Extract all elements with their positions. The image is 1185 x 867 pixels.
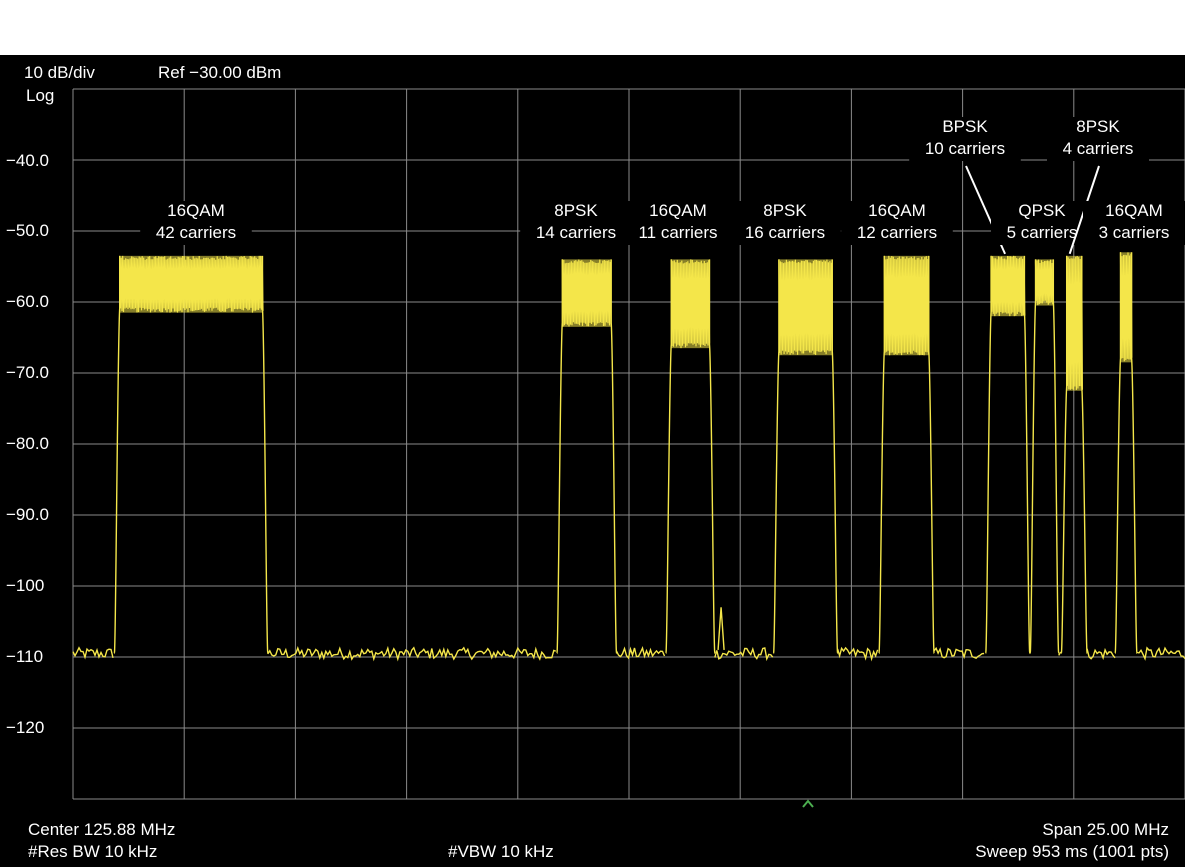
- scale-type-label: Log: [26, 86, 55, 105]
- noise-floor-trace: [1086, 647, 1116, 661]
- carrier-skirt-left: [665, 259, 672, 655]
- carrier-skirt-right: [261, 255, 269, 655]
- annotation-background: [1083, 201, 1185, 245]
- noise-floor-trace: [714, 646, 774, 662]
- carrier-group-label: 16QAM: [649, 201, 707, 220]
- y-tick-label: −90.0: [6, 505, 50, 524]
- carrier-group-label: 3 carriers: [1099, 223, 1170, 242]
- y-tick-label: −120: [6, 718, 45, 737]
- carrier-skirt-right: [831, 259, 839, 655]
- carrier-trace: [1034, 259, 1054, 306]
- carrier-trace: [1119, 252, 1133, 362]
- top-margin: [0, 0, 1185, 55]
- y-tick-label: −60.0: [6, 292, 50, 311]
- carrier-skirt-left: [878, 255, 886, 655]
- carrier-trace: [119, 255, 264, 313]
- carrier-trace: [990, 255, 1026, 317]
- carrier-group-label: 8PSK: [554, 201, 598, 220]
- y-tick-label: −50.0: [6, 221, 50, 240]
- carrier-trace: [883, 255, 930, 356]
- carrier-group-label: 42 carriers: [156, 223, 236, 242]
- carrier-group-label: 12 carriers: [857, 223, 937, 242]
- carrier-group-label: 16QAM: [1105, 201, 1163, 220]
- carrier-group-label: 14 carriers: [536, 223, 616, 242]
- carrier-group-label: 16QAM: [868, 201, 926, 220]
- trace-layer: [72, 252, 1185, 662]
- carrier-skirt-left: [985, 255, 992, 655]
- carrier-skirt-right: [1023, 255, 1031, 655]
- carrier-trace: [778, 259, 833, 355]
- noise-floor-trace: [267, 645, 557, 662]
- carrier-trace: [1066, 255, 1083, 390]
- scale-label: 10 dB/div: [24, 63, 95, 82]
- carrier-skirt-left: [1029, 259, 1037, 655]
- reference-level-label: Ref −30.00 dBm: [158, 63, 282, 82]
- spur-trace: [717, 607, 725, 650]
- noise-floor-trace: [1058, 651, 1062, 656]
- carrier-skirt-left: [556, 259, 563, 655]
- noise-floor-trace: [1136, 646, 1185, 661]
- carrier-group-label: 16QAM: [167, 201, 225, 220]
- carrier-skirt-right: [1081, 255, 1088, 655]
- carrier-trace: [670, 259, 711, 349]
- annotation-background: [841, 201, 953, 245]
- noise-floor-trace: [933, 646, 985, 660]
- graticule: [72, 88, 1185, 800]
- carrier-skirt-left: [1114, 252, 1122, 655]
- carrier-group-label: 10 carriers: [925, 139, 1005, 158]
- center-frequency-label: Center 125.88 MHz: [28, 820, 176, 839]
- sweep-label: Sweep 953 ms (1001 pts): [975, 842, 1169, 861]
- carrier-group-label: BPSK: [942, 117, 988, 136]
- carrier-group-label: QPSK: [1018, 201, 1066, 220]
- y-tick-label: −70.0: [6, 363, 50, 382]
- carrier-skirt-right: [1130, 252, 1138, 655]
- y-tick-label: −40.0: [6, 151, 50, 170]
- carrier-group-label: 8PSK: [763, 201, 807, 220]
- carrier-group-label: 16 carriers: [745, 223, 825, 242]
- carrier-group-label: 8PSK: [1076, 117, 1120, 136]
- carrier-skirt-right: [708, 259, 716, 655]
- carrier-group-label: 11 carriers: [638, 223, 717, 242]
- carrier-skirt-right: [928, 255, 935, 655]
- carrier-trace: [561, 259, 612, 327]
- span-label: Span 25.00 MHz: [1042, 820, 1169, 839]
- center-marker-icon: [802, 799, 814, 808]
- annotation-background: [520, 201, 632, 245]
- carrier-skirt-right: [610, 259, 618, 655]
- video-bandwidth-label: #VBW 10 kHz: [448, 842, 554, 861]
- carrier-skirt-left: [113, 255, 121, 655]
- noise-floor-trace: [836, 646, 879, 662]
- carrier-skirt-left: [772, 259, 780, 655]
- y-tick-label: −110: [6, 647, 44, 666]
- annotation-background: [140, 201, 252, 245]
- noise-floor-trace: [615, 645, 666, 660]
- noise-floor-trace: [72, 646, 114, 660]
- carrier-group-label: 5 carriers: [1007, 223, 1078, 242]
- carrier-skirt-right: [1052, 259, 1060, 655]
- annotation-background: [1047, 117, 1149, 161]
- carrier-group-label: 4 carriers: [1063, 139, 1134, 158]
- annotation-background: [729, 201, 841, 245]
- annotation-background: [909, 117, 1021, 161]
- y-tick-label: −80.0: [6, 434, 50, 453]
- resolution-bandwidth-label: #Res BW 10 kHz: [28, 842, 158, 861]
- annotation-background: [622, 201, 734, 245]
- carrier-skirt-left: [1060, 255, 1068, 655]
- y-tick-label: −100: [6, 576, 45, 595]
- annotation-layer: 16QAM 42 carriers 8PSK 14 carriers 16QAM 11 c…: [140, 117, 1185, 255]
